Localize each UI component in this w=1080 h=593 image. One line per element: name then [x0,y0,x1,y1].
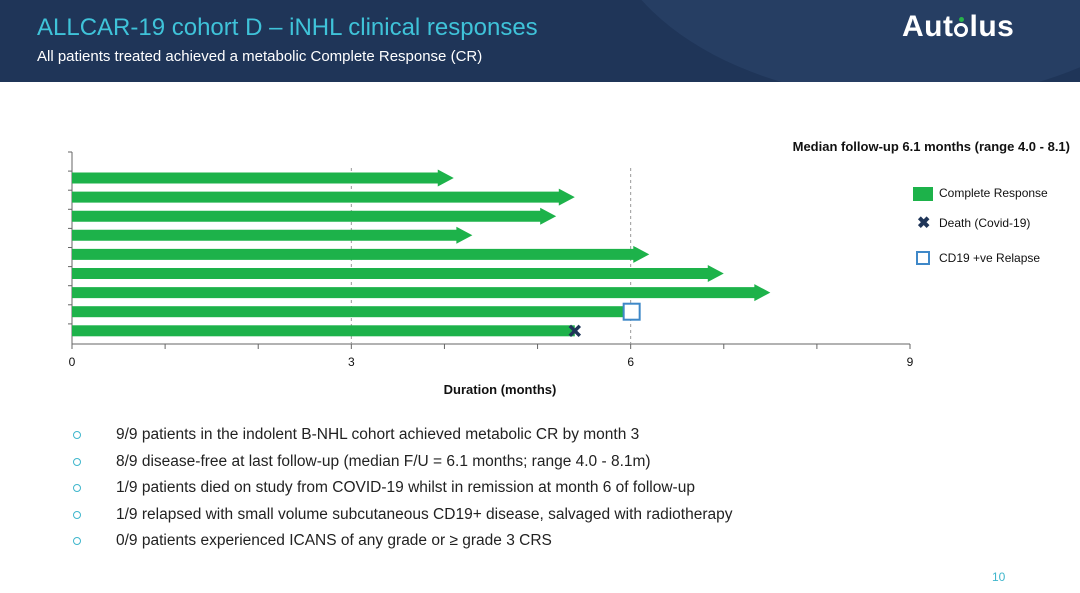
x-axis-label: Duration (months) [443,382,557,397]
page-subtitle: All patients treated achieved a metaboli… [37,48,483,65]
response-bar-arrow [72,245,650,263]
response-bar-arrow [72,169,454,187]
list-item: 1/9 patients died on study from COVID-19… [70,478,970,505]
legend-label: Death (Covid-19) [939,216,1031,230]
response-bar-arrow [72,284,771,302]
page-number: 10 [992,570,1006,584]
response-bar-arrow [72,226,473,244]
bullet-icon [73,537,81,545]
logo-o-icon [954,17,969,37]
response-bar [72,325,575,337]
swimmer-chart: Median follow-up 6.1 months (range 4.0 -… [0,82,1080,412]
list-item: 1/9 relapsed with small volume subcutane… [70,505,970,532]
bullet-text: 0/9 patients experienced ICANS of any gr… [116,532,552,549]
chart-canvas: 0 3 6 9 [68,151,914,369]
legend-label: Complete Response [939,186,1048,200]
bullet-icon [73,484,81,492]
list-item: 9/9 patients in the indolent B-NHL cohor… [70,425,970,452]
legend-green-swatch [913,187,933,201]
bullet-list: 9/9 patients in the indolent B-NHL cohor… [70,425,970,558]
bullet-icon [73,431,81,439]
median-follow-up: Median follow-up 6.1 months (range 4.0 -… [792,139,1070,154]
bullet-text: 8/9 disease-free at last follow-up (medi… [116,452,651,470]
bullet-text: 9/9 patients in the indolent B-NHL cohor… [116,426,640,443]
bullet-icon [73,457,81,466]
response-bar-arrow [72,188,575,206]
square-icon [916,251,930,265]
bullet-icon [73,510,81,519]
response-bar-arrow [72,265,724,282]
header-bar: ALLCAR-19 cohort D – iNHL clinical respo… [0,0,1080,82]
logo-text-prefix: Aut [902,10,954,43]
x-tick-label: 6 [627,355,634,369]
logo-text-suffix: lus [969,10,1015,43]
response-bar [72,306,631,318]
list-item: 0/9 patients experienced ICANS of any gr… [70,531,970,558]
bullet-text: 1/9 patients died on study from COVID-19… [116,479,695,496]
death-marker [568,324,582,338]
list-item: 8/9 disease-free at last follow-up (medi… [70,452,970,479]
bullet-text: 1/9 relapsed with small volume subcutane… [116,505,733,523]
page-title: ALLCAR-19 cohort D – iNHL clinical respo… [37,14,538,41]
relapse-marker [622,302,641,321]
x-tick-label: 3 [348,355,355,369]
cross-icon: ✖ [917,215,931,232]
legend-label: CD19 +ve Relapse [939,251,1041,265]
autolus-logo: Aut lus [902,10,1014,44]
x-tick-label: 9 [907,355,914,369]
x-tick-label: 0 [69,355,76,369]
response-bar-arrow [72,207,557,225]
